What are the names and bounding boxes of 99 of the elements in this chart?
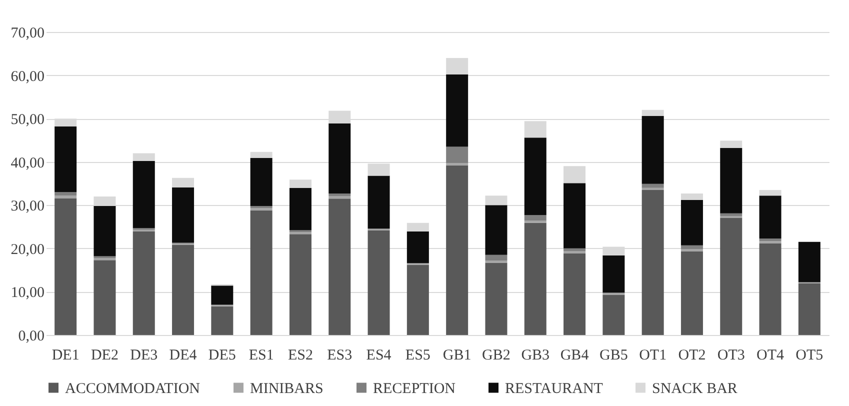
bar	[680, 251, 703, 335]
bar	[250, 152, 272, 158]
bar	[602, 255, 625, 293]
bar	[720, 218, 742, 335]
x-tick-label: ES4	[366, 348, 392, 364]
x-tick-label: ES3	[327, 348, 352, 364]
bar	[289, 232, 312, 234]
bar	[368, 230, 390, 335]
bar	[289, 180, 312, 188]
bar	[54, 196, 77, 198]
bar	[642, 190, 664, 335]
y-tick-label: 50,00	[10, 112, 44, 128]
bar	[328, 196, 351, 199]
x-tick-label: ES2	[288, 348, 313, 364]
bar	[642, 110, 664, 116]
bar	[642, 184, 664, 188]
bar	[289, 188, 312, 230]
x-tick-label: OT4	[756, 348, 785, 364]
bar	[524, 222, 546, 335]
legend-label: RESTAURANT	[505, 380, 603, 397]
x-tick-label: OT1	[639, 348, 667, 364]
bar	[524, 138, 546, 216]
bar	[759, 238, 782, 242]
x-tick-label: ES1	[248, 348, 274, 364]
bar	[172, 178, 194, 188]
bar	[94, 258, 116, 260]
legend-label: SNACK BAR	[652, 380, 738, 397]
bar	[211, 286, 234, 305]
y-tick-label: 30,00	[10, 198, 44, 215]
bar	[406, 232, 429, 264]
bar	[680, 200, 703, 246]
x-tick-label: DE3	[130, 348, 158, 364]
bar	[798, 283, 820, 335]
bar	[328, 123, 351, 194]
bar	[250, 210, 272, 335]
x-tick-label: GB4	[560, 348, 590, 364]
bar	[446, 74, 468, 147]
y-tick-label: 10,00	[10, 285, 44, 302]
bar	[328, 193, 351, 196]
bar	[250, 158, 272, 206]
bar	[211, 306, 234, 335]
bar	[680, 193, 703, 200]
bar	[759, 243, 782, 335]
bar	[485, 254, 508, 261]
bar	[132, 160, 155, 228]
x-tick-label: OT3	[717, 348, 745, 364]
bar	[406, 222, 429, 232]
bar	[328, 198, 351, 335]
y-tick-label: 20,00	[10, 242, 44, 258]
x-tick-label: ES5	[405, 348, 430, 364]
x-tick-label: GB3	[521, 348, 550, 364]
bar	[485, 262, 508, 335]
bar	[524, 215, 546, 221]
bar	[680, 245, 703, 250]
bar	[720, 213, 742, 216]
bar	[720, 140, 742, 148]
bar	[759, 196, 782, 238]
x-tick-label: DE5	[208, 348, 236, 364]
x-tick-label: DE4	[169, 348, 198, 364]
x-tick-label: GB1	[442, 348, 472, 364]
bar	[289, 234, 312, 335]
bar	[602, 294, 625, 335]
bar	[172, 244, 194, 335]
legend-label: RECEPTION	[373, 380, 456, 397]
bar	[485, 205, 508, 255]
bar	[54, 192, 77, 196]
bar	[564, 253, 586, 335]
bar	[132, 153, 155, 161]
x-tick-label: GB2	[482, 348, 510, 364]
bar	[720, 148, 742, 214]
x-tick-label: OT5	[796, 348, 824, 364]
x-tick-label: GB5	[600, 348, 628, 364]
bar	[564, 248, 586, 252]
bar	[446, 165, 468, 335]
y-tick-label: 60,00	[10, 68, 44, 85]
bar	[446, 146, 468, 164]
bar	[642, 116, 664, 184]
bar	[54, 126, 77, 192]
x-tick-label: DE1	[52, 348, 80, 364]
y-tick-label: 70,00	[10, 26, 44, 42]
y-tick-label: 0,00	[18, 328, 44, 344]
bar	[94, 260, 116, 335]
legend-label: MINIBARS	[250, 380, 324, 397]
bar	[368, 176, 390, 229]
bar	[485, 196, 508, 206]
legend-label: ACCOMMODATION	[65, 380, 200, 397]
y-tick-label: 40,00	[10, 155, 44, 172]
x-tick-label: DE2	[90, 348, 118, 364]
bar	[172, 187, 194, 243]
x-tick-label: OT2	[678, 348, 706, 364]
bar	[132, 232, 155, 335]
bar	[406, 264, 429, 335]
bar	[564, 166, 586, 184]
bar	[446, 58, 468, 74]
bar	[94, 206, 116, 256]
bar	[54, 198, 77, 335]
bar	[759, 190, 782, 196]
bar	[564, 183, 586, 248]
bar	[798, 242, 820, 282]
